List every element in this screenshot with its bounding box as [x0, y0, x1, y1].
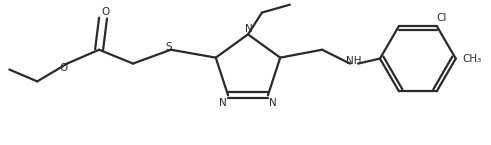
Text: N: N [245, 24, 253, 34]
Text: N: N [219, 98, 227, 108]
Text: Cl: Cl [436, 13, 447, 23]
Text: S: S [165, 42, 172, 52]
Text: O: O [59, 62, 67, 72]
Text: CH₃: CH₃ [462, 54, 481, 64]
Text: O: O [101, 7, 109, 17]
Text: NH: NH [346, 56, 362, 66]
Text: N: N [269, 98, 277, 108]
